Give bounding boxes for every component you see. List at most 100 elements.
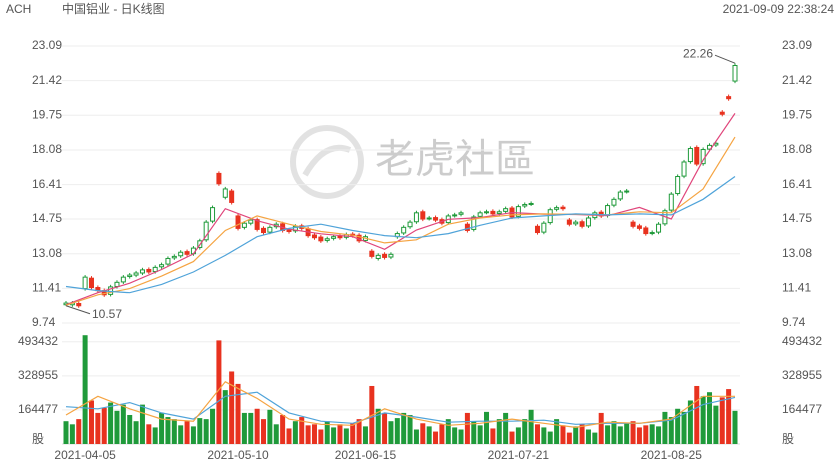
volume-bar (528, 409, 534, 444)
volume-bar (197, 418, 203, 444)
candle-body (420, 211, 426, 220)
volume-bar (139, 404, 145, 444)
y-tick-label: 18.08 (32, 142, 62, 156)
y-tick-label-right: 18.08 (782, 142, 812, 156)
y-tick-label: 23.09 (32, 38, 62, 52)
volume-bar (611, 421, 617, 444)
y-tick-label: 21.42 (32, 73, 62, 87)
candle-body (471, 216, 477, 230)
x-tick-label: 2021-04-05 (54, 448, 116, 462)
candle-body (76, 302, 82, 307)
volume-bar (375, 408, 381, 444)
candle-body (152, 266, 158, 273)
moving-average (65, 136, 736, 306)
candle-body (165, 257, 171, 265)
annotation-line (714, 54, 736, 64)
candle-body (490, 210, 496, 215)
volume-bar (171, 419, 177, 444)
candle-body (458, 212, 464, 215)
volume-bar (687, 400, 693, 444)
y-tick-label: 11.41 (32, 281, 61, 295)
y-tick-label-right: 16.41 (782, 177, 812, 191)
volume-bar (675, 408, 681, 444)
volume-bar (280, 414, 286, 444)
volume-bar (573, 426, 579, 444)
candle-body (324, 238, 330, 241)
volume-bar (700, 396, 706, 444)
volume-bar (515, 427, 521, 444)
volume-bar (235, 383, 241, 444)
y-tick-label-right: 23.09 (782, 38, 812, 52)
candle-body (178, 251, 184, 257)
volume-bar (88, 400, 94, 444)
y-tick-label: 13.08 (32, 246, 62, 260)
candle-body (624, 190, 630, 193)
candle-body (630, 221, 636, 227)
volume-bar (241, 412, 247, 444)
candle-body (133, 272, 139, 276)
volume-bar (82, 335, 88, 444)
volume-bar (566, 432, 572, 444)
volume-bar (127, 414, 133, 444)
volume-bar (694, 385, 700, 444)
volume-bar (178, 425, 184, 444)
candle-body (541, 222, 547, 233)
annotation-line (65, 305, 91, 315)
watermark-logo (290, 125, 364, 199)
candle-body (159, 264, 165, 268)
candle-body (694, 146, 700, 165)
volume-bar (254, 408, 260, 444)
candle-body (477, 212, 483, 217)
candle-body (146, 268, 152, 273)
volume-tick-label-right: 328955 (782, 368, 822, 382)
candle-body (114, 281, 120, 287)
volume-bar (496, 419, 502, 444)
volume-bar (534, 424, 540, 444)
volume-bar (76, 419, 82, 444)
timestamp: 2021-09-09 22:38:24 (723, 2, 835, 16)
volume-bar (203, 419, 209, 444)
y-tick-label-right: 21.42 (782, 73, 812, 87)
volume-tick-label: 493432 (18, 334, 58, 348)
candle-body (560, 206, 566, 210)
volume-tick-label: 164477 (18, 402, 58, 416)
candle-body (668, 193, 674, 211)
volume-bar (311, 424, 317, 444)
volume-bar (668, 417, 674, 444)
candle-body (649, 232, 655, 235)
candle-body (464, 223, 470, 231)
volume-bar (114, 410, 120, 444)
volume-bar (299, 417, 305, 444)
x-tick-label: 2021-07-21 (488, 448, 550, 462)
volume-bar (362, 426, 368, 444)
volume-bar (541, 427, 547, 444)
candle-body (171, 255, 177, 259)
x-tick-label: 2021-05-10 (207, 448, 269, 462)
candle-body (484, 211, 490, 214)
candle-body (656, 223, 662, 233)
candle-body (337, 235, 343, 239)
candle-body (573, 221, 579, 225)
volume-bar (643, 425, 649, 444)
volume-bar (592, 432, 598, 444)
watermark: 老虎社區 (375, 138, 535, 182)
volume-bar (471, 421, 477, 444)
volume-bar (305, 425, 311, 444)
candle-body (687, 148, 693, 163)
candle-body (108, 286, 114, 295)
candle-body (203, 221, 209, 241)
volume-bar (617, 426, 623, 444)
volume-bar (343, 428, 349, 444)
candle-body (248, 219, 254, 224)
candle-body (318, 236, 324, 242)
volume-bar (713, 405, 719, 444)
volume-bar (292, 421, 298, 444)
candle-body (605, 205, 611, 217)
volume-bar (420, 423, 426, 444)
candle-body (528, 202, 534, 205)
volume-bar (159, 412, 165, 444)
candle-body (229, 190, 235, 203)
volume-bar (146, 424, 152, 444)
volume-bar (152, 427, 158, 444)
volume-bar (458, 429, 464, 444)
